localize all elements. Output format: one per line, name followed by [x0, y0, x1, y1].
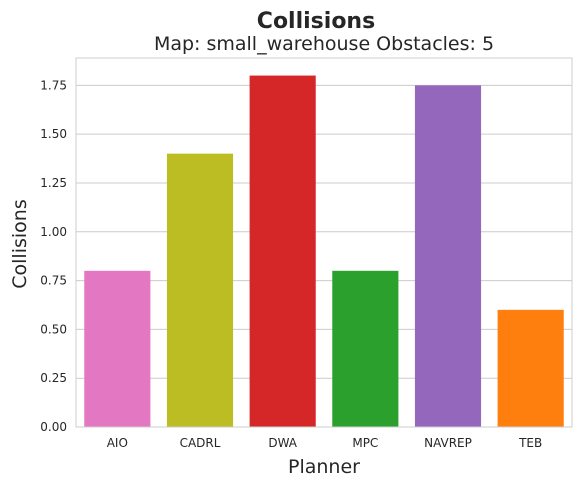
y-tick-label: 0.00	[40, 420, 67, 434]
plot-border	[75, 57, 573, 428]
bar-mpc	[332, 270, 399, 427]
y-tick-label: 0.75	[40, 274, 67, 288]
bar-teb	[497, 309, 564, 427]
chart-subtitle: Map: small_warehouse Obstacles: 5	[154, 33, 494, 55]
y-tick-label: 1.75	[40, 78, 67, 92]
y-gridlines	[76, 84, 572, 428]
y-tick-label: 1.50	[40, 127, 67, 141]
bar-dwa	[249, 75, 316, 428]
bar-cadrl	[166, 153, 234, 427]
y-tick-labels: 0.00 0.25 0.50 0.75 1.00 1.25 1.50 1.75	[40, 78, 67, 434]
x-tick-label-navrep: NAVREP	[424, 436, 472, 450]
y-tick-label: 0.25	[40, 371, 67, 385]
x-axis-label: Planner	[288, 456, 360, 478]
bar-aio	[84, 270, 151, 427]
x-tick-label-dwa: DWA	[268, 436, 297, 450]
x-tick-label-cadrl: CADRL	[180, 436, 221, 450]
y-tick-label: 1.25	[40, 176, 67, 190]
bars	[84, 75, 564, 428]
bar-navrep	[414, 85, 482, 427]
x-tick-label-mpc: MPC	[352, 436, 378, 450]
x-tick-labels: AIO CADRL DWA MPC NAVREP TEB	[107, 436, 543, 450]
y-tick-label: 0.50	[40, 322, 67, 336]
x-tick-label-teb: TEB	[518, 436, 542, 450]
y-axis-label: Collisions	[9, 199, 31, 288]
y-tick-label: 1.00	[40, 225, 67, 239]
plot-frame	[75, 57, 573, 428]
chart-title: Collisions	[257, 9, 375, 34]
x-tick-label-aio: AIO	[107, 436, 128, 450]
